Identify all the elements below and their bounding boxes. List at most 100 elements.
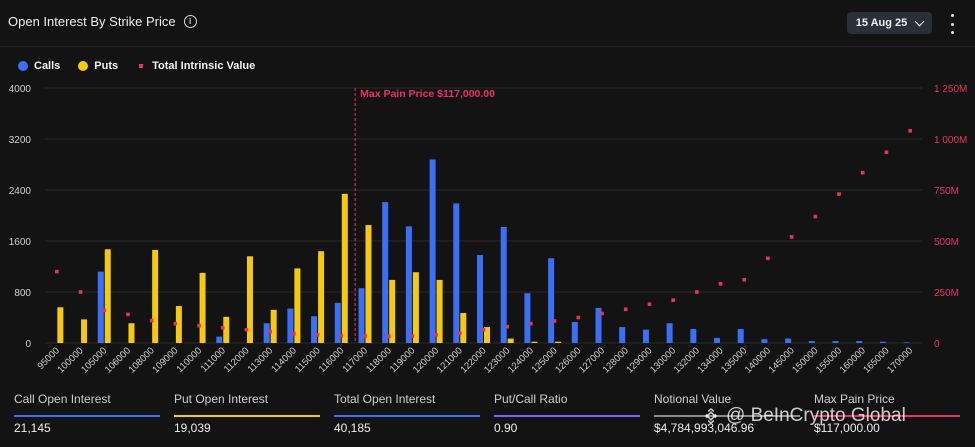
x-axis-tick-label: 116000 (317, 345, 347, 375)
stat-underline (14, 415, 160, 417)
intrinsic-value-point (268, 329, 272, 334)
puts-bar (318, 251, 325, 343)
info-icon[interactable]: i (183, 15, 197, 28)
intrinsic-value-point (552, 319, 557, 323)
intrinsic-value-point (173, 321, 178, 326)
legend-item-calls[interactable]: Calls (18, 60, 60, 72)
intrinsic-value-point (718, 282, 723, 286)
intrinsic-value-point (576, 315, 581, 320)
left-axis-tick-label: 3200 (9, 135, 32, 146)
stat-value: $4,784,993,046.96 (654, 421, 755, 435)
stat-label: Call Open Interest (14, 392, 111, 406)
stat-underline (174, 415, 320, 417)
intrinsic-value-point (315, 333, 320, 337)
stat-notional-value: Notional Value $4,784,993,046.96 (654, 392, 800, 435)
calls-bar (216, 336, 223, 343)
intrinsic-value-point (789, 235, 794, 239)
stat-max-pain-price: Max Pain Price $117,000.00 (814, 392, 960, 435)
right-axis-tick-label: 1 250M (934, 84, 967, 95)
intrinsic-value-point (386, 334, 391, 339)
intrinsic-value-point (149, 318, 154, 323)
stat-underline (814, 415, 960, 417)
puts-bar (57, 307, 64, 343)
right-axis-tick-label: 1 000M (934, 135, 967, 146)
intrinsic-value-point (481, 327, 486, 332)
calls-bar (619, 327, 626, 343)
calls-bar (737, 328, 744, 343)
calls-bar (808, 341, 815, 343)
intrinsic-value-point (126, 312, 130, 317)
left-axis-tick-label: 2400 (9, 186, 32, 197)
calls-bar (287, 308, 294, 343)
intrinsic-value-point (55, 269, 59, 274)
calls-bar (263, 323, 270, 343)
stat-label: Max Pain Price (814, 392, 895, 406)
calls-bar (690, 328, 697, 343)
calls-bar (785, 338, 792, 343)
left-axis-tick-label: 4000 (9, 84, 32, 95)
calls-bar (595, 307, 602, 343)
more-options-icon[interactable] (944, 14, 960, 34)
puts-bar (412, 272, 419, 343)
chart-legend: Calls Puts Total Intrinsic Value (18, 60, 273, 72)
stat-total-open-interest: Total Open Interest 40,185 (334, 392, 480, 435)
stat-underline (494, 415, 640, 417)
x-axis-tick-label: 118000 (364, 345, 394, 375)
calls-bar (856, 341, 863, 343)
chart-header: Open Interest By Strike Price i 15 Aug 2… (0, 0, 975, 47)
legend-label-puts: Puts (94, 60, 119, 72)
stat-label: Put Open Interest (174, 392, 269, 406)
calls-bar (453, 203, 460, 343)
x-axis-tick-label: 110000 (174, 345, 204, 375)
x-axis-tick-label: 109000 (150, 345, 180, 375)
calls-bar (879, 341, 886, 343)
intrinsic-value-point (647, 302, 652, 307)
intrinsic-value-point (410, 334, 415, 338)
calls-bar (429, 159, 436, 343)
x-axis-tick-label: 170000 (885, 345, 915, 375)
stat-value: 40,185 (334, 421, 371, 435)
legend-item-intrinsic-value[interactable]: Total Intrinsic Value (136, 60, 255, 72)
intrinsic-value-point (623, 307, 628, 312)
puts-bar (365, 225, 372, 343)
puts-bar (81, 319, 88, 343)
expiry-date-dropdown[interactable]: 15 Aug 25 (847, 12, 932, 34)
legend-item-puts[interactable]: Puts (78, 60, 118, 72)
stat-call-open-interest: Call Open Interest 21,145 (14, 392, 160, 435)
calls-bar (548, 258, 555, 343)
x-axis-tick-label: 113000 (246, 345, 276, 375)
puts-bar (389, 279, 396, 343)
stat-value: 19,039 (174, 421, 211, 435)
puts-bar (175, 306, 182, 343)
calls-bar (832, 341, 839, 343)
stat-put-call-ratio: Put/Call Ratio 0.90 (494, 392, 640, 435)
intrinsic-value-point (884, 150, 889, 155)
calls-bar (405, 226, 412, 343)
intrinsic-value-point (837, 192, 841, 196)
calls-bar (524, 293, 531, 343)
stat-underline (334, 415, 480, 417)
puts-bar (294, 268, 301, 343)
intrinsic-value-point (813, 214, 818, 219)
calls-bar (334, 302, 341, 343)
intrinsic-value-point (529, 321, 533, 326)
right-axis-tick-label: 250M (934, 288, 959, 299)
intrinsic-value-point (600, 311, 604, 316)
stats-bar: Call Open Interest 21,145 Put Open Inter… (0, 392, 975, 447)
calls-bar (358, 288, 365, 343)
calls-bar (666, 323, 673, 343)
calls-bar (500, 226, 507, 343)
left-axis-tick-label: 1600 (9, 237, 32, 248)
x-axis-tick-label: 117000 (340, 345, 370, 375)
intrinsic-value-point (766, 256, 770, 261)
intrinsic-value-point (908, 129, 912, 133)
intrinsic-value-point (244, 327, 249, 332)
right-axis-tick-label: 500M (934, 237, 959, 248)
legend-label-calls: Calls (34, 60, 61, 72)
x-axis-tick-label: 115000 (293, 345, 323, 375)
stat-put-open-interest: Put Open Interest 19,039 (174, 392, 320, 435)
stat-label: Notional Value (654, 392, 732, 406)
stat-value: $117,000.00 (814, 421, 880, 435)
expiry-date-label: 15 Aug 25 (855, 17, 908, 29)
right-axis-tick-label: 750M (934, 186, 959, 197)
